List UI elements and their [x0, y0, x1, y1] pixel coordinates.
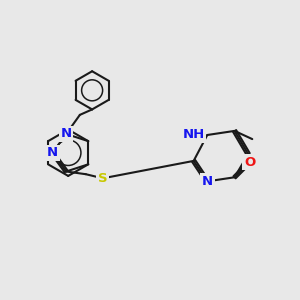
Text: N: N: [61, 128, 72, 140]
Text: NH: NH: [182, 128, 205, 142]
Text: S: S: [98, 172, 108, 185]
Text: O: O: [244, 156, 255, 169]
Text: N: N: [202, 175, 213, 188]
Text: N: N: [47, 146, 58, 159]
